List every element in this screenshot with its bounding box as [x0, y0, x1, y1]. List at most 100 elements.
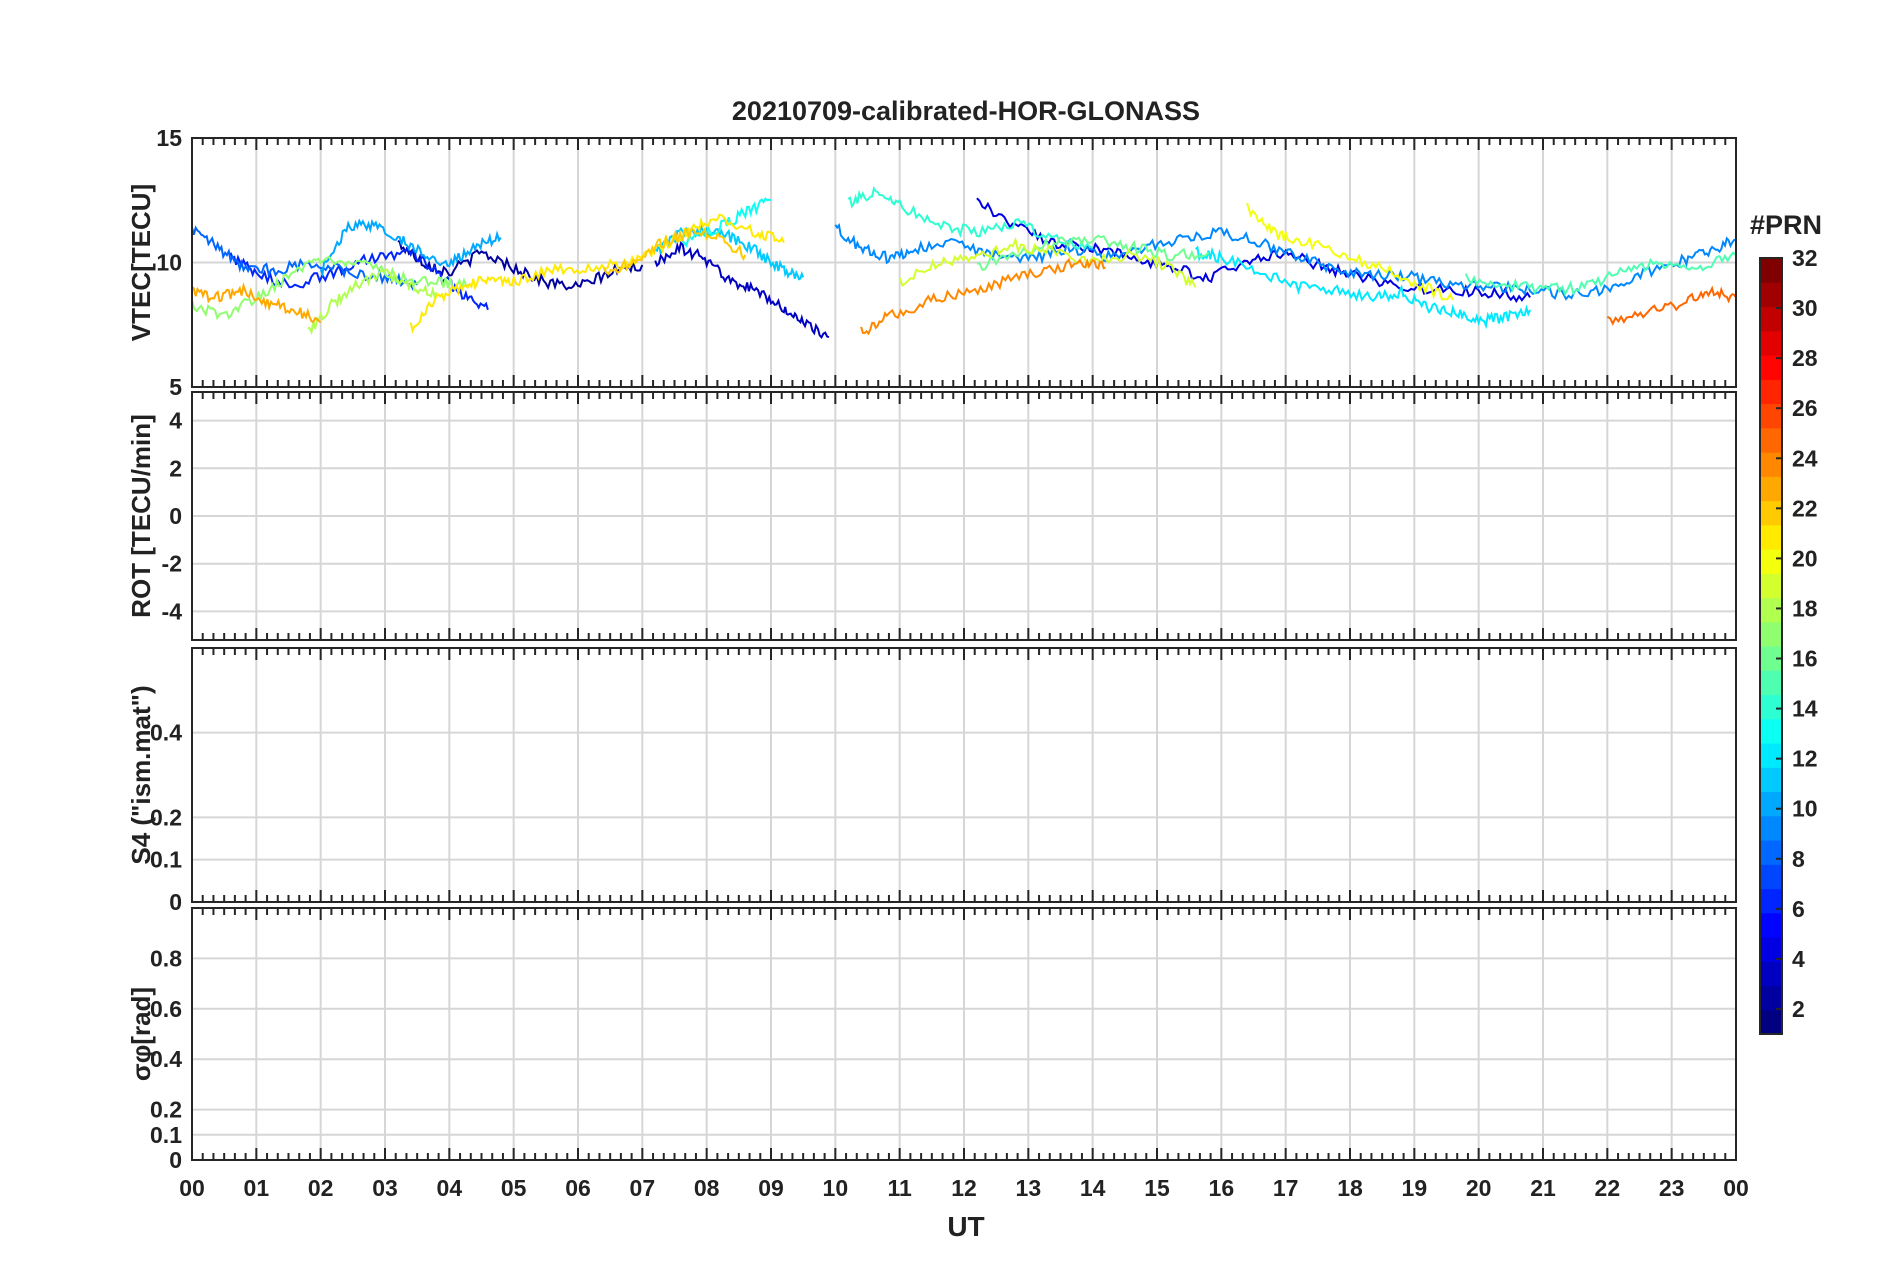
- series-line-prn-16: [976, 234, 1210, 272]
- series-line-prn-19: [898, 236, 1197, 288]
- y-tick-label: 5: [169, 374, 182, 400]
- y-tick-label: 0.2: [150, 804, 182, 830]
- colorbar-band: [1760, 840, 1782, 865]
- colorbar-tick-label: 4: [1792, 946, 1805, 972]
- colorbar-band: [1760, 1009, 1782, 1035]
- series-line-prn-10: [319, 218, 502, 278]
- series-line-prn-24: [860, 257, 1106, 336]
- colorbar-band: [1760, 743, 1782, 768]
- colorbar-band: [1760, 452, 1782, 477]
- colorbar-tick-label: 32: [1792, 245, 1818, 271]
- x-tick-label: 23: [1659, 1175, 1685, 1201]
- y-tick-label: 0: [169, 1147, 182, 1173]
- colorbar-tick-label: 28: [1792, 345, 1818, 371]
- y-axis-label: S4 ("ism.mat"): [126, 685, 156, 864]
- colorbar-tick-label: 26: [1792, 395, 1818, 421]
- colorbar-label: #PRN: [1750, 210, 1822, 240]
- y-tick-label: -2: [162, 551, 182, 577]
- x-tick-label: 11: [888, 1175, 913, 1201]
- series-layer: [191, 185, 1737, 340]
- x-tick-label: 17: [1273, 1175, 1299, 1201]
- colorbar-band: [1760, 306, 1782, 332]
- x-tick-label: 08: [694, 1175, 720, 1201]
- colorbar-band: [1760, 718, 1782, 744]
- colorbar-band: [1760, 864, 1782, 890]
- series-line-prn-12: [1194, 245, 1532, 330]
- y-tick-label: 4: [169, 408, 182, 434]
- colorbar-band: [1760, 694, 1782, 720]
- colorbar-band: [1760, 355, 1782, 380]
- x-tick-label: 09: [758, 1175, 784, 1201]
- colorbar-frame: [1759, 257, 1783, 1035]
- colorbar-band: [1760, 282, 1782, 308]
- colorbar-band: [1760, 427, 1782, 453]
- series-line-prn-22: [602, 226, 747, 276]
- colorbar-tick-label: 24: [1792, 445, 1818, 471]
- colorbar-band: [1760, 937, 1782, 962]
- colorbar-tick-label: 6: [1792, 896, 1805, 922]
- x-tick-label: 18: [1337, 1175, 1363, 1201]
- colorbar-tick-label: 14: [1792, 696, 1818, 722]
- colorbar-band: [1760, 330, 1782, 356]
- series-line-prn-25: [1606, 285, 1737, 326]
- text-layer: 20210709-calibrated-HOR-GLONASS UT #PRN …: [126, 96, 1822, 1242]
- series-line-prn-23: [191, 281, 322, 324]
- x-tick-label: 06: [565, 1175, 591, 1201]
- y-tick-label: 0.6: [150, 996, 182, 1022]
- x-tick-label: 00: [1723, 1175, 1749, 1201]
- y-tick-label: 0.1: [150, 847, 182, 873]
- y-tick-label: 0: [169, 503, 182, 529]
- y-axis-label: VTEC[TECU]: [126, 184, 156, 341]
- x-tick-label: 13: [1016, 1175, 1042, 1201]
- grid-layer: [192, 138, 1736, 1160]
- colorbar-band: [1760, 258, 1782, 283]
- x-tick-label: 12: [951, 1175, 977, 1201]
- colorbar-tick-label: 8: [1792, 846, 1805, 872]
- series-line-prn-14: [847, 185, 1093, 250]
- colorbar-band: [1760, 815, 1782, 841]
- x-tick-label: 03: [372, 1175, 398, 1201]
- series-line-prn-3: [654, 241, 830, 340]
- colorbar-band: [1760, 791, 1782, 817]
- colorbar-tick-label: 22: [1792, 495, 1818, 521]
- series-line-prn-18: [307, 268, 438, 336]
- x-tick-label: 22: [1595, 1175, 1621, 1201]
- x-axis-label: UT: [947, 1211, 984, 1242]
- colorbar-tick-label: 10: [1792, 796, 1818, 822]
- colorbar-tick-label: 30: [1792, 295, 1818, 321]
- x-tick-label: 16: [1209, 1175, 1235, 1201]
- colorbar-band: [1760, 524, 1782, 550]
- x-tick-label: 00: [179, 1175, 205, 1201]
- x-tick-label: 01: [244, 1175, 270, 1201]
- colorbar-tick-label: 16: [1792, 646, 1818, 672]
- colorbar-band: [1760, 379, 1782, 405]
- colorbar-band: [1760, 621, 1782, 647]
- x-tick-label: 10: [823, 1175, 849, 1201]
- colorbar-band: [1760, 767, 1782, 793]
- colorbar-band: [1760, 597, 1782, 623]
- colorbar-band: [1760, 500, 1782, 526]
- x-tick-label: 05: [501, 1175, 527, 1201]
- series-line-prn-8: [191, 225, 419, 291]
- y-tick-label: 15: [156, 125, 182, 151]
- series-line-prn-17: [191, 255, 470, 321]
- colorbar-tick-label: 12: [1792, 746, 1818, 772]
- y-tick-label: -4: [162, 598, 183, 624]
- series-line-prn-20: [1246, 202, 1454, 301]
- y-tick-label: 0.4: [150, 720, 182, 746]
- y-tick-label: 0.1: [150, 1122, 182, 1148]
- colorbar-tick-label: 2: [1792, 996, 1805, 1022]
- series-line-prn-11: [654, 224, 805, 281]
- series-line-prn-9: [834, 222, 1737, 301]
- y-tick-label: 2: [169, 455, 182, 481]
- x-tick-label: 20: [1466, 1175, 1492, 1201]
- x-tick-label: 21: [1530, 1175, 1556, 1201]
- x-tick-label: 04: [437, 1175, 463, 1201]
- colorbar-band: [1760, 985, 1782, 1011]
- colorbar-tick-label: 20: [1792, 545, 1818, 571]
- y-tick-label: 0.4: [150, 1046, 182, 1072]
- colorbar-band: [1760, 476, 1782, 502]
- colorbar-tick-label: 18: [1792, 595, 1818, 621]
- series-line-prn-15: [1464, 251, 1737, 297]
